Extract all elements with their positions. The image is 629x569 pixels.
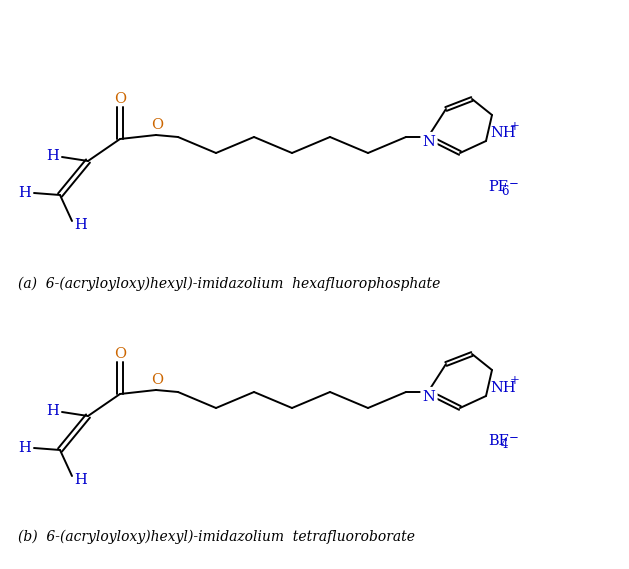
Text: O: O [151,373,163,387]
Text: (a)  6-(acryloyloxy)hexyl)-imidazolium  hexafluorophosphate: (a) 6-(acryloyloxy)hexyl)-imidazolium he… [18,277,440,291]
Text: N: N [422,389,436,406]
Text: H: H [47,404,59,418]
Text: H: H [75,218,87,232]
Text: 6: 6 [501,184,508,197]
Text: 4: 4 [501,439,508,451]
Text: H: H [19,186,31,200]
Text: H: H [19,441,31,455]
Text: N: N [423,390,435,404]
Text: NH: NH [490,126,516,140]
Text: N: N [423,135,435,149]
Text: (b)  6-(acryloyloxy)hexyl)-imidazolium  tetrafluoroborate: (b) 6-(acryloyloxy)hexyl)-imidazolium te… [18,530,415,544]
Text: H: H [47,149,59,163]
Text: BF: BF [488,434,509,448]
Text: −: − [509,176,519,189]
Text: N: N [422,134,436,150]
Text: −: − [509,431,519,443]
Text: O: O [151,118,163,132]
Text: NH: NH [490,381,516,395]
Text: O: O [114,92,126,106]
Text: +: + [510,374,520,387]
Text: H: H [75,473,87,487]
Text: +: + [510,119,520,133]
Text: O: O [114,347,126,361]
Text: PF: PF [488,180,508,194]
